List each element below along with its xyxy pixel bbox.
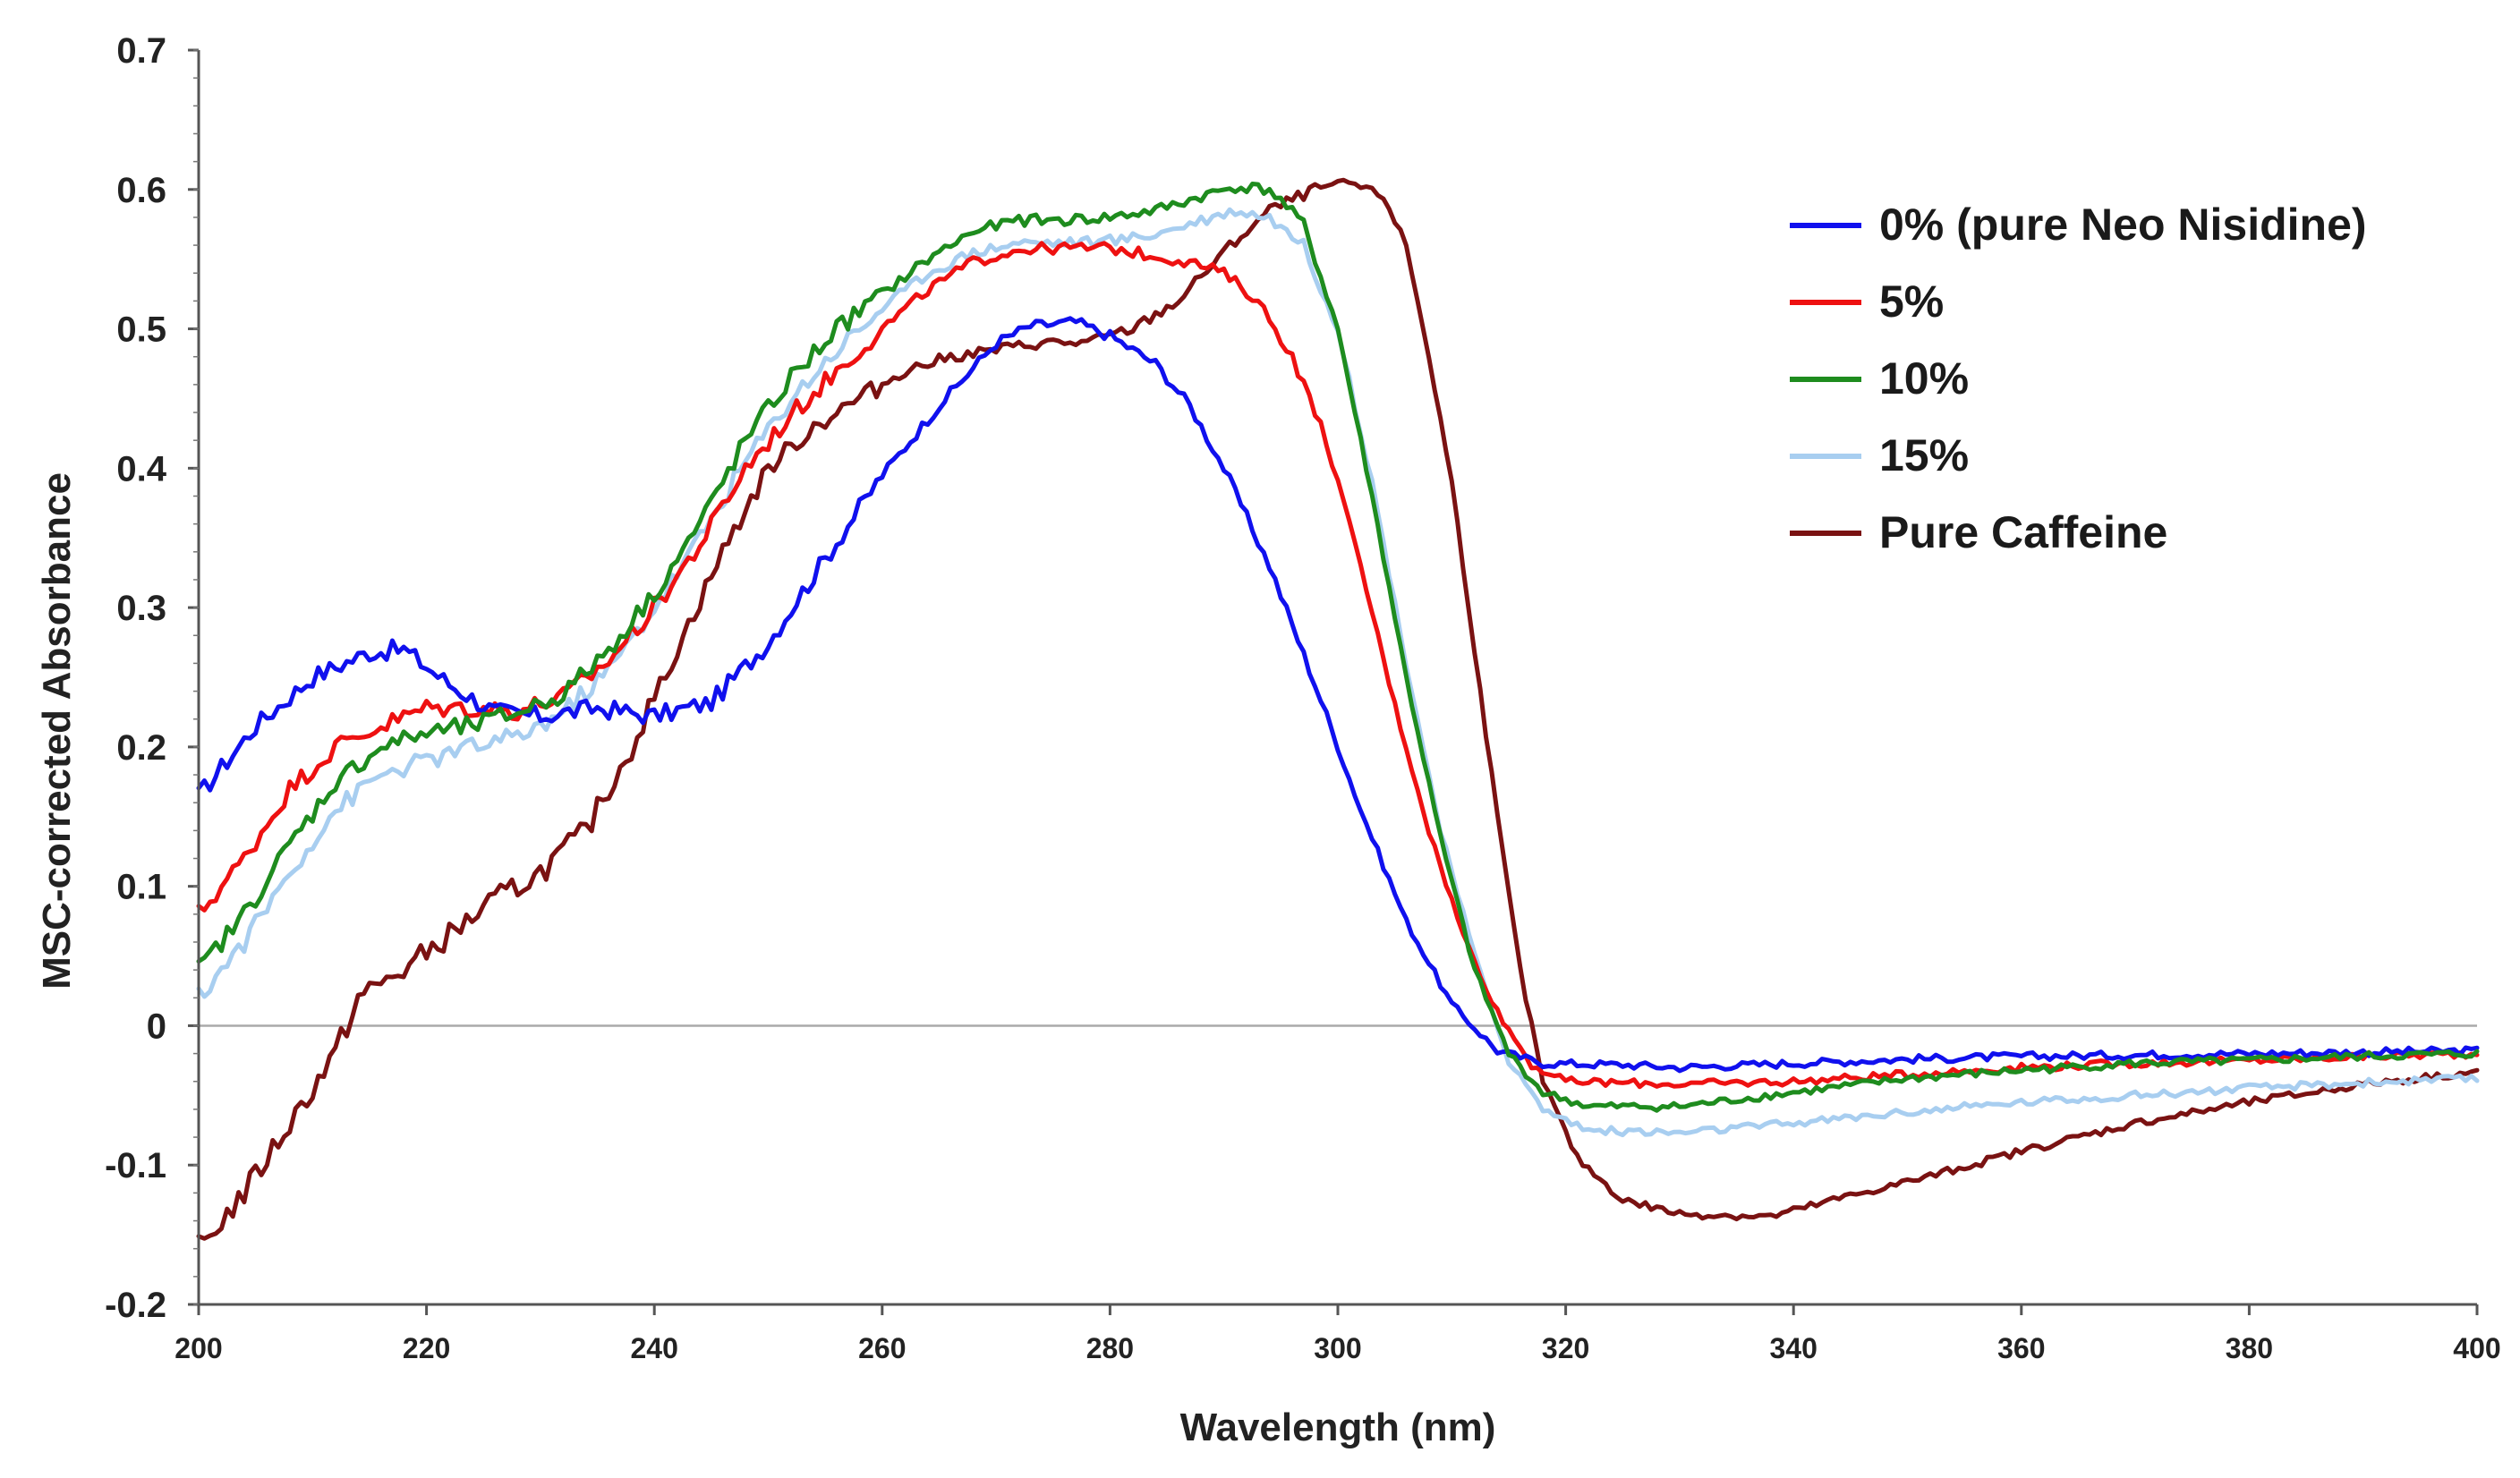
y-axis-label: MSC-corrected Absorbance [35, 472, 79, 990]
x-tick-label: 320 [1542, 1332, 1589, 1364]
x-tick-label: 300 [1314, 1332, 1361, 1364]
x-tick-label: 400 [2453, 1332, 2500, 1364]
series-line-0 [196, 316, 2480, 1074]
y-tick-label: -0.2 [105, 1286, 166, 1325]
x-tick-label: 220 [403, 1332, 450, 1364]
series-layer [196, 177, 2480, 1241]
x-tick-label: 260 [858, 1332, 906, 1364]
y-tick-label: 0.2 [116, 728, 166, 768]
y-tick-label: 0.1 [116, 868, 166, 907]
legend-label: 0% (pure Neo Nisidine) [1879, 200, 2367, 250]
legend-label: Pure Caffeine [1879, 507, 2167, 557]
legend: 0% (pure Neo Nisidine) 5% 10% 15% Pure Caffe… [1790, 200, 2367, 557]
legend-label: 10% [1879, 353, 1969, 403]
x-axis-label: Wavelength (nm) [1180, 1406, 1496, 1449]
series-line-3 [196, 207, 2480, 1138]
x-tick-label: 200 [175, 1332, 222, 1364]
x-tick-label: 240 [631, 1332, 678, 1364]
x-tick-label: 380 [2226, 1332, 2273, 1364]
y-tick-label: 0.5 [116, 310, 166, 350]
y-tick-labels: -0.2 -0.1 0 0.1 0.2 0.3 0.4 0.5 0.6 0.7 [105, 31, 199, 1325]
x-tick-label: 360 [1997, 1332, 2045, 1364]
series-line-1 [196, 241, 2480, 1090]
y-tick-label: 0 [147, 1007, 166, 1046]
x-tick-labels: 200 220 240 260 280 300 320 340 360 380 400 [175, 1304, 2501, 1364]
series-line-2 [196, 182, 2480, 1113]
x-tick-label: 280 [1086, 1332, 1134, 1364]
y-tick-label: 0.6 [116, 171, 166, 210]
y-tick-label: 0.3 [116, 589, 166, 628]
y-tick-label: 0.7 [116, 31, 166, 71]
series-line-4 [196, 177, 2480, 1241]
y-tick-label: -0.1 [105, 1146, 166, 1185]
x-tick-label: 340 [1770, 1332, 1818, 1364]
legend-label: 5% [1879, 276, 1944, 327]
y-tick-label: 0.4 [116, 449, 166, 488]
legend-label: 15% [1879, 430, 1969, 480]
